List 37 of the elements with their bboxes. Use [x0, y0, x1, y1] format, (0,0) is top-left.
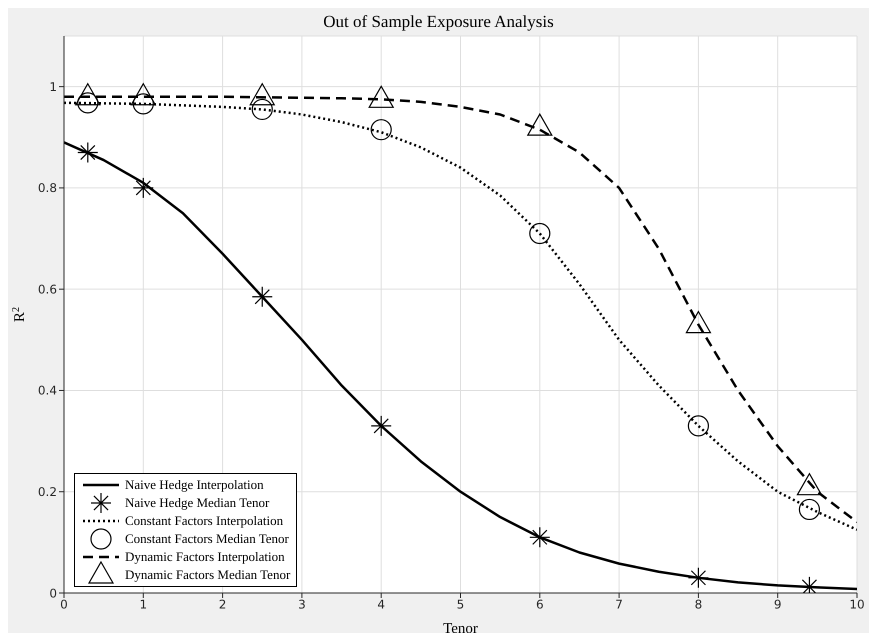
- y-tick-label: 0.8: [38, 181, 57, 196]
- x-tick-label: 7: [615, 598, 623, 612]
- x-tick-label: 1: [139, 598, 148, 612]
- x-tick-label: 2: [218, 598, 226, 612]
- x-tick-label: 0: [60, 598, 68, 612]
- point: [688, 567, 709, 588]
- y-tick-label: 0: [49, 586, 57, 600]
- legend-label: Naive Hedge Median Tenor: [125, 495, 270, 511]
- legend-label: Dynamic Factors Interpolation: [125, 549, 285, 565]
- point: [132, 177, 154, 199]
- point: [370, 415, 392, 436]
- point: [798, 498, 820, 520]
- chart-title: Out of Sample Exposure Analysis: [322, 12, 555, 32]
- x-tick-label: 10: [849, 598, 865, 612]
- point: [529, 222, 550, 244]
- legend-label: Constant Factors Interpolation: [125, 513, 284, 529]
- line-series: [64, 141, 857, 590]
- y-tick-label: 0.4: [38, 384, 57, 398]
- point: [370, 119, 392, 140]
- y-tick-label: 0.2: [38, 484, 57, 499]
- x-tick-label: 6: [536, 598, 544, 612]
- y-tick-label: 0.6: [38, 282, 57, 296]
- y-tick-label: 1: [49, 80, 57, 94]
- point: [77, 142, 98, 164]
- x-tick-label: 5: [456, 598, 464, 612]
- legend-label: Naive Hedge Interpolation: [125, 477, 264, 493]
- point: [529, 526, 550, 548]
- x-axis-title: Tenor: [443, 621, 478, 637]
- point: [252, 98, 273, 120]
- x-tick-label: 4: [377, 598, 386, 612]
- legend-label: Dynamic Factors Median Tenor: [125, 567, 290, 583]
- x-tick-label: 8: [694, 598, 702, 612]
- x-tick-label: 9: [774, 598, 782, 612]
- x-tick-label: 3: [298, 598, 306, 612]
- point: [688, 415, 709, 436]
- legend-label: Constant Factors Median Tenor: [125, 531, 289, 547]
- point: [252, 286, 273, 308]
